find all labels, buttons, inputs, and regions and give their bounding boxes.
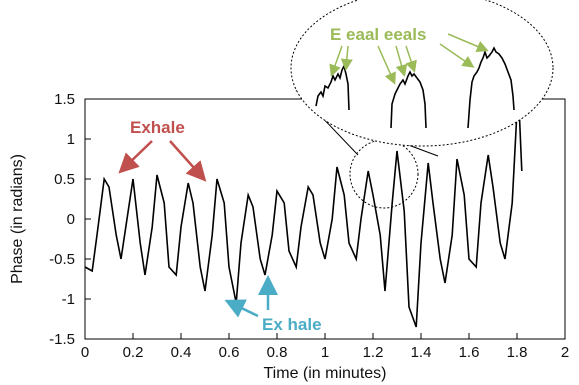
zoom-source-circle bbox=[349, 139, 419, 209]
x-tick-label: 0.6 bbox=[219, 344, 240, 361]
x-tick-label: 1.6 bbox=[459, 344, 480, 361]
green-arrow-6 bbox=[439, 43, 475, 68]
green-arrow-3 bbox=[377, 45, 396, 85]
exhale-arrow-left bbox=[118, 140, 153, 174]
phase-series-line bbox=[84, 108, 523, 328]
y-tick-label: 0.5 bbox=[54, 171, 75, 188]
green-annotation: E eaal eeals bbox=[330, 25, 426, 44]
x-axis-label: Time (in minutes) bbox=[264, 365, 387, 382]
green-arrow-7 bbox=[447, 33, 489, 53]
x-tick-label: 0.4 bbox=[171, 344, 192, 361]
blue-arrow-left bbox=[224, 299, 259, 318]
x-tick-label: 0 bbox=[81, 344, 89, 361]
y-tick-label: 0 bbox=[67, 211, 75, 228]
green-arrow-2 bbox=[340, 45, 353, 71]
x-tick-label: 0.8 bbox=[267, 344, 288, 361]
y-tick-label: 1 bbox=[67, 131, 75, 148]
y-tick-label: -1.5 bbox=[49, 331, 75, 348]
axis-ticks bbox=[84, 98, 566, 340]
exhale-annotation-bottom: Ex hale bbox=[262, 315, 322, 334]
x-tick-label: 0.2 bbox=[123, 344, 144, 361]
y-tick-label: -0.5 bbox=[49, 251, 75, 268]
x-tick-label: 1.8 bbox=[507, 344, 528, 361]
green-arrow-4 bbox=[395, 45, 408, 77]
tick-labels: 0 0.2 0.4 0.6 0.8 1 1.2 1.4 1.6 1.8 2 1.5 1 0.5 0 -0.5 -… bbox=[49, 91, 569, 361]
y-axis-label: Phase (in radians) bbox=[9, 154, 26, 284]
x-tick-label: 1 bbox=[321, 344, 329, 361]
y-tick-label: -1 bbox=[62, 291, 75, 308]
zoom-inset-ellipse bbox=[290, 0, 554, 147]
green-arrow-1 bbox=[329, 45, 343, 77]
green-arrow-5 bbox=[405, 45, 417, 73]
exhale-arrow-right bbox=[169, 140, 207, 182]
x-tick-label: 1.2 bbox=[363, 344, 384, 361]
y-tick-label: 1.5 bbox=[54, 91, 75, 108]
x-tick-label: 2 bbox=[561, 344, 569, 361]
x-tick-label: 1.4 bbox=[411, 344, 432, 361]
exhale-annotation-top: Exhale bbox=[130, 118, 185, 137]
